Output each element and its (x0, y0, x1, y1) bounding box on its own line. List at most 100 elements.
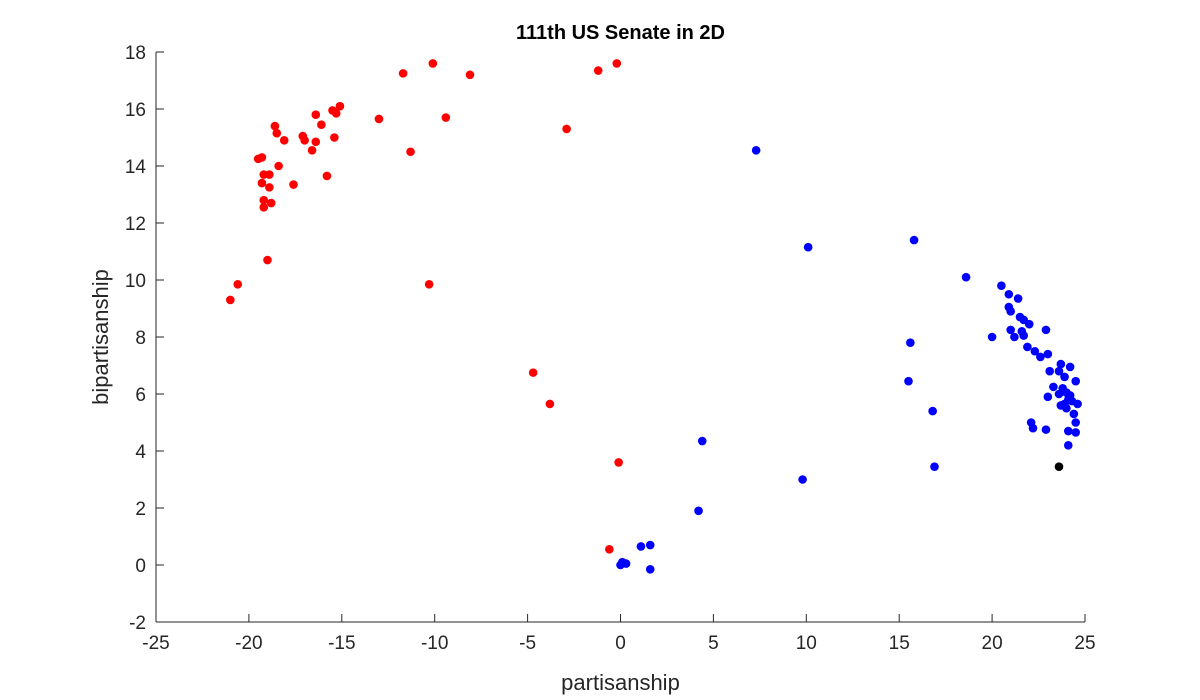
data-point (928, 406, 937, 416)
data-point (1073, 399, 1082, 409)
data-point (279, 136, 289, 145)
data-point (1024, 319, 1034, 329)
data-point (1063, 441, 1073, 450)
data-point (618, 557, 627, 567)
series-0 (226, 59, 623, 554)
y-axis-label: bipartisanship (88, 269, 113, 405)
data-point (317, 120, 326, 129)
data-point (335, 101, 345, 111)
data-point (406, 147, 415, 157)
data-point (265, 183, 274, 192)
x-axis-label: partisanship (561, 670, 680, 695)
y-tick-label: 16 (125, 100, 146, 121)
data-point (263, 255, 272, 265)
data-point (1043, 349, 1053, 359)
data-point (1010, 332, 1019, 342)
y-tick-label: -2 (129, 613, 146, 634)
data-point (694, 506, 703, 516)
data-point (528, 368, 538, 377)
data-point (593, 66, 603, 75)
x-tick-label: 20 (982, 633, 1003, 654)
data-point (1041, 325, 1051, 335)
y-tick-label: 10 (125, 271, 146, 292)
chart-title: 111th US Senate in 2D (516, 22, 725, 44)
data-point (233, 279, 243, 289)
data-point (1004, 289, 1014, 299)
data-point (374, 114, 384, 124)
data-point (1054, 366, 1064, 376)
y-tick-label: 18 (125, 43, 146, 64)
data-point (322, 171, 332, 181)
axes: -25 -20 -15 -10 -5 0 5 10 15 20 25-202468101214161… (125, 43, 1096, 654)
data-point (398, 69, 408, 78)
data-point (645, 540, 655, 550)
data-point (906, 338, 915, 348)
data-point (614, 458, 623, 467)
data-point (307, 146, 317, 155)
x-tick-label: 0 (615, 633, 626, 654)
data-point (1054, 462, 1064, 471)
x-tick-label: -10 (421, 633, 448, 654)
y-tick-label: 6 (135, 385, 146, 406)
data-point (441, 113, 451, 122)
data-point (424, 279, 434, 289)
data-point (1023, 342, 1032, 352)
data-point (1056, 359, 1066, 369)
data-point (904, 376, 913, 386)
data-point (257, 153, 267, 162)
data-point (226, 295, 235, 305)
data-point (997, 281, 1006, 291)
data-point (1049, 382, 1058, 392)
data-point (311, 137, 321, 147)
series-1 (616, 146, 1082, 574)
data-point (909, 235, 919, 245)
data-point (751, 146, 761, 155)
data-point (562, 124, 571, 134)
data-point (1036, 352, 1045, 362)
data-point (803, 242, 813, 252)
data-point (1071, 428, 1081, 437)
data-point (259, 203, 269, 212)
data-point (1062, 403, 1071, 413)
data-point (1043, 392, 1053, 402)
data-point (930, 462, 939, 471)
data-point (270, 121, 280, 131)
data-point (1071, 376, 1081, 386)
y-tick-label: 14 (125, 157, 147, 178)
data-point (1019, 331, 1028, 340)
data-point (636, 542, 646, 551)
data-point (265, 170, 274, 179)
data-point (1045, 366, 1054, 376)
data-point (330, 133, 339, 142)
data-point (428, 59, 438, 68)
data-point (1065, 362, 1075, 372)
x-tick-label: 15 (889, 633, 910, 654)
data-point (1006, 307, 1015, 316)
data-point (1006, 325, 1015, 335)
y-tick-label: 8 (135, 328, 146, 349)
x-tick-label: 5 (708, 633, 719, 654)
data-point (1054, 389, 1064, 399)
y-tick-label: 4 (135, 442, 146, 463)
y-tick-label: 2 (135, 499, 146, 520)
data-point (697, 436, 707, 446)
data-point (274, 161, 283, 171)
data-point (987, 332, 997, 342)
y-tick-label: 0 (135, 556, 146, 577)
data-point (1069, 409, 1079, 419)
data-point (311, 110, 321, 119)
y-tick-label: 12 (125, 214, 146, 235)
x-tick-label: 10 (796, 633, 817, 654)
data-point (1028, 423, 1038, 433)
data-point (961, 272, 971, 282)
data-point (331, 108, 341, 118)
data-point (1060, 372, 1069, 382)
x-tick-label: -5 (519, 633, 536, 654)
data-point (257, 178, 267, 188)
data-point (289, 180, 298, 189)
data-point (272, 128, 282, 138)
data-point (266, 198, 276, 208)
data-point (259, 195, 269, 205)
